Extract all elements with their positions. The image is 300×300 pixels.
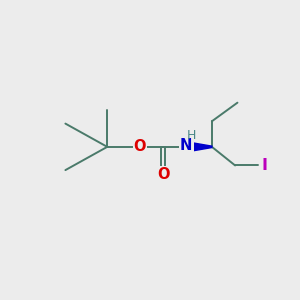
Text: H: H <box>187 129 196 142</box>
Text: N: N <box>180 138 193 153</box>
Text: O: O <box>157 167 169 182</box>
Text: O: O <box>134 139 146 154</box>
Text: I: I <box>261 158 267 173</box>
Polygon shape <box>186 142 212 152</box>
